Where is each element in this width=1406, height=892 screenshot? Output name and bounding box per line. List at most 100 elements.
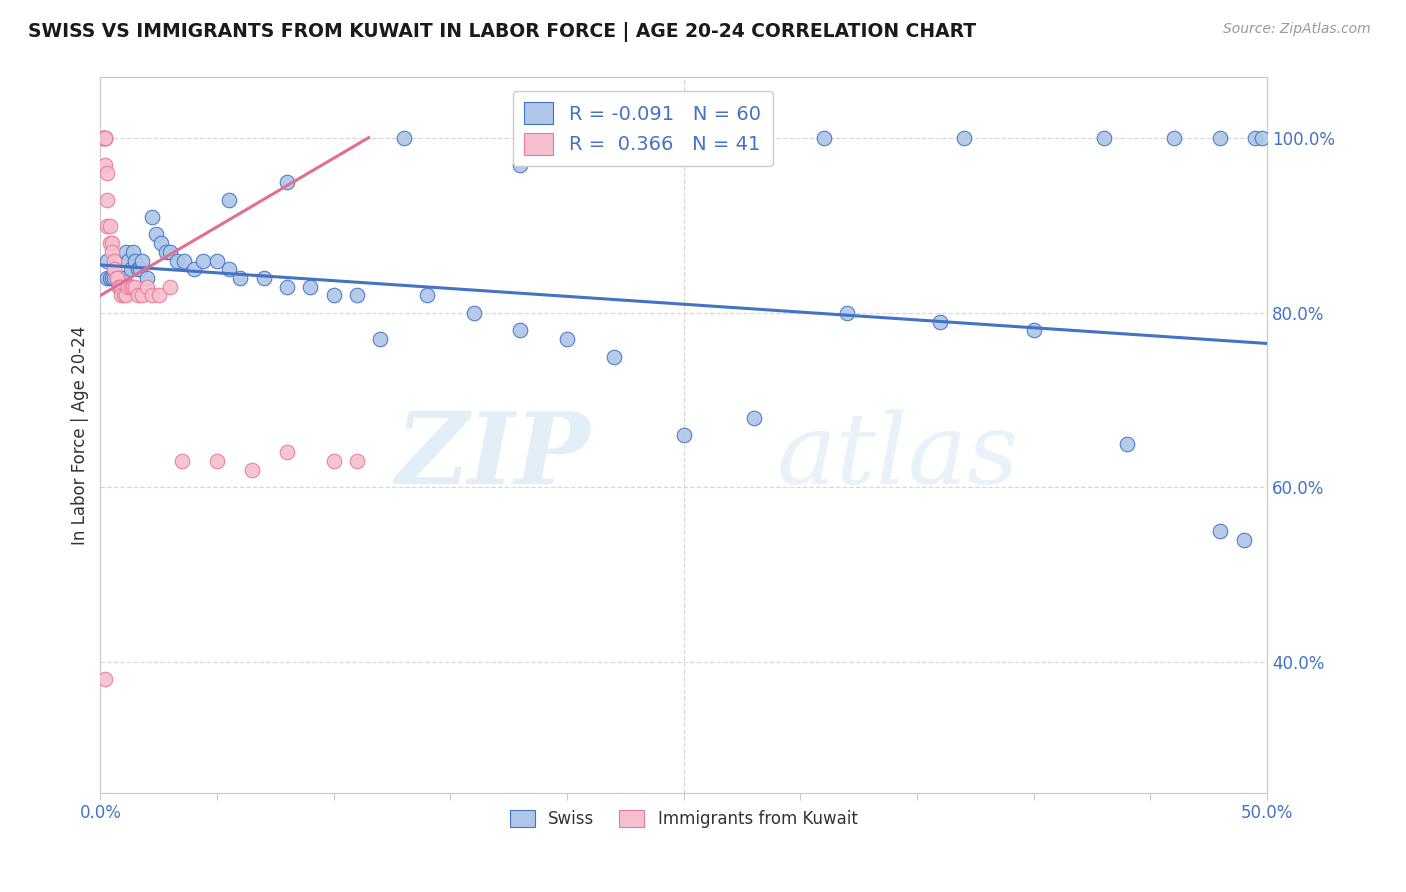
Point [117,279,139,293]
Point [94,131,117,145]
Point [299,279,322,293]
Point [1209,131,1232,145]
Point [108,271,131,285]
Point [1244,131,1267,145]
Point [115,244,138,259]
Point [742,410,765,425]
Point [322,454,344,468]
Point [98,236,121,251]
Point [124,279,146,293]
Point [98,219,121,233]
Point [170,454,193,468]
Text: SWISS VS IMMIGRANTS FROM KUWAIT IN LABOR FORCE | AGE 20-24 CORRELATION CHART: SWISS VS IMMIGRANTS FROM KUWAIT IN LABOR… [28,22,976,42]
Point [110,279,132,293]
Point [91,131,114,145]
Point [463,306,485,320]
Point [124,253,146,268]
Point [1232,533,1254,547]
Point [105,271,128,285]
Point [155,244,177,259]
Point [672,428,695,442]
Point [173,253,195,268]
Point [276,279,298,293]
Point [117,253,139,268]
Point [1251,131,1274,145]
Point [183,262,205,277]
Point [94,131,117,145]
Point [115,288,138,302]
Point [166,253,188,268]
Point [103,253,125,268]
Point [159,244,181,259]
Point [103,262,125,277]
Point [141,288,163,302]
Point [205,253,228,268]
Point [127,262,149,277]
Point [120,262,142,277]
Text: atlas: atlas [778,409,1019,504]
Point [602,350,624,364]
Point [96,193,118,207]
Point [835,306,858,320]
Point [952,131,974,145]
Point [368,332,391,346]
Text: ZIP: ZIP [395,409,591,505]
Point [122,244,145,259]
Point [112,271,135,285]
Point [1116,436,1139,450]
Point [191,253,214,268]
Point [136,271,159,285]
Text: Source: ZipAtlas.com: Source: ZipAtlas.com [1223,22,1371,37]
Point [218,193,240,207]
Point [145,227,167,242]
Point [696,131,718,145]
Y-axis label: In Labor Force | Age 20-24: In Labor Force | Age 20-24 [72,326,89,545]
Point [96,166,118,180]
Point [122,279,145,293]
Point [159,279,181,293]
Point [141,210,163,224]
Point [240,463,263,477]
Point [108,279,131,293]
Point [103,271,125,285]
Point [218,262,240,277]
Point [148,288,170,302]
Point [1022,323,1045,337]
Point [1092,131,1115,145]
Point [136,279,159,293]
Point [813,131,835,145]
Point [322,288,344,302]
Legend: Swiss, Immigrants from Kuwait: Swiss, Immigrants from Kuwait [503,803,865,834]
Point [94,158,117,172]
Point [91,131,114,145]
Point [1209,524,1232,538]
Point [98,271,121,285]
Point [276,175,298,189]
Point [205,454,228,468]
Point [555,332,578,346]
Point [416,288,439,302]
Point [96,253,118,268]
Point [131,288,153,302]
Point [108,279,131,293]
Point [91,131,114,145]
Point [101,244,124,259]
Point [94,131,117,145]
Point [150,236,173,251]
Point [129,262,152,277]
Point [105,271,128,285]
Point [131,253,153,268]
Point [509,158,531,172]
Point [509,323,531,337]
Point [127,288,149,302]
Point [229,271,252,285]
Point [929,315,952,329]
Point [101,236,124,251]
Point [392,131,415,145]
Point [110,288,132,302]
Point [276,445,298,459]
Point [346,454,368,468]
Point [120,279,142,293]
Point [96,271,118,285]
Point [1163,131,1185,145]
